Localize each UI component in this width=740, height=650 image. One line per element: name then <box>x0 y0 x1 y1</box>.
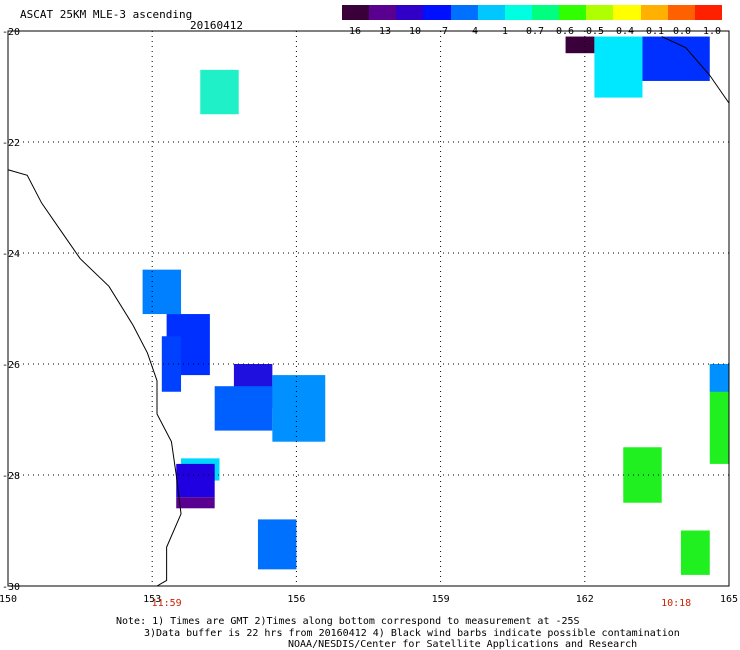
color-scale-segment <box>694 5 722 20</box>
swath-cell <box>565 36 595 54</box>
footer-credit: NOAA/NESDIS/Center for Satellite Applica… <box>288 639 638 650</box>
color-scale-bar <box>342 5 722 20</box>
lat-tick-label: -28 <box>2 471 20 482</box>
swath-cell <box>680 530 710 575</box>
color-scale-segment <box>613 5 641 20</box>
lon-tick-label: 159 <box>432 594 450 605</box>
lon-tick-label: 153 <box>143 594 161 605</box>
swath-cell <box>214 386 273 431</box>
lat-tick-label: -24 <box>2 249 20 260</box>
map-frame <box>7 30 730 587</box>
color-scale-segment <box>667 5 695 20</box>
swath-cell <box>257 519 297 570</box>
lat-tick-label: -26 <box>2 360 20 371</box>
lat-tick-label: -30 <box>2 582 20 593</box>
lon-tick-label: 165 <box>720 594 738 605</box>
color-scale-segment <box>531 5 560 20</box>
color-scale-segment <box>396 5 424 20</box>
color-scale-segment <box>477 5 505 20</box>
swath-cell <box>623 447 662 503</box>
plot-title: ASCAT 25KM MLE-3 ascending <box>20 8 193 21</box>
coastline <box>7 169 182 587</box>
footer-note-1: Note: 1) Times are GMT 2)Times along bot… <box>116 616 580 627</box>
map-plot: 150 153 156 159 162 165 -20 -22 -24 -26 -28 -30 <box>0 27 738 605</box>
swath-cell <box>161 336 182 392</box>
swath-cell <box>200 69 239 115</box>
plot-date: 20160412 <box>190 19 243 32</box>
swath-cell <box>594 36 643 98</box>
coastline-new-caledonia <box>661 36 730 104</box>
lat-tick-label: -22 <box>2 138 20 149</box>
swath-time-label: 10:18 <box>661 598 692 609</box>
color-scale-segment <box>640 5 668 20</box>
lon-tick-label: 156 <box>287 594 305 605</box>
swath-cell <box>272 375 326 442</box>
swath-cell <box>709 364 729 392</box>
color-scale-segment <box>586 5 614 20</box>
swath-cell <box>142 269 182 315</box>
lon-tick-label: 150 <box>0 594 17 605</box>
swath-cell <box>642 36 710 81</box>
swath-cell <box>176 463 215 498</box>
color-scale-segment <box>369 5 397 20</box>
color-scale-segment <box>559 5 587 20</box>
swath-cell <box>176 497 215 509</box>
swath-time-label: 11:59 <box>151 598 182 609</box>
color-scale-segment <box>504 5 532 20</box>
lat-tick-label: -20 <box>2 27 20 38</box>
color-scale-segment <box>450 5 478 20</box>
color-scale-segment <box>423 5 451 20</box>
footer-note-2: 3)Data buffer is 22 hrs from 20160412 4)… <box>144 628 680 639</box>
lon-tick-label: 162 <box>576 594 594 605</box>
color-scale-segment <box>342 5 370 20</box>
